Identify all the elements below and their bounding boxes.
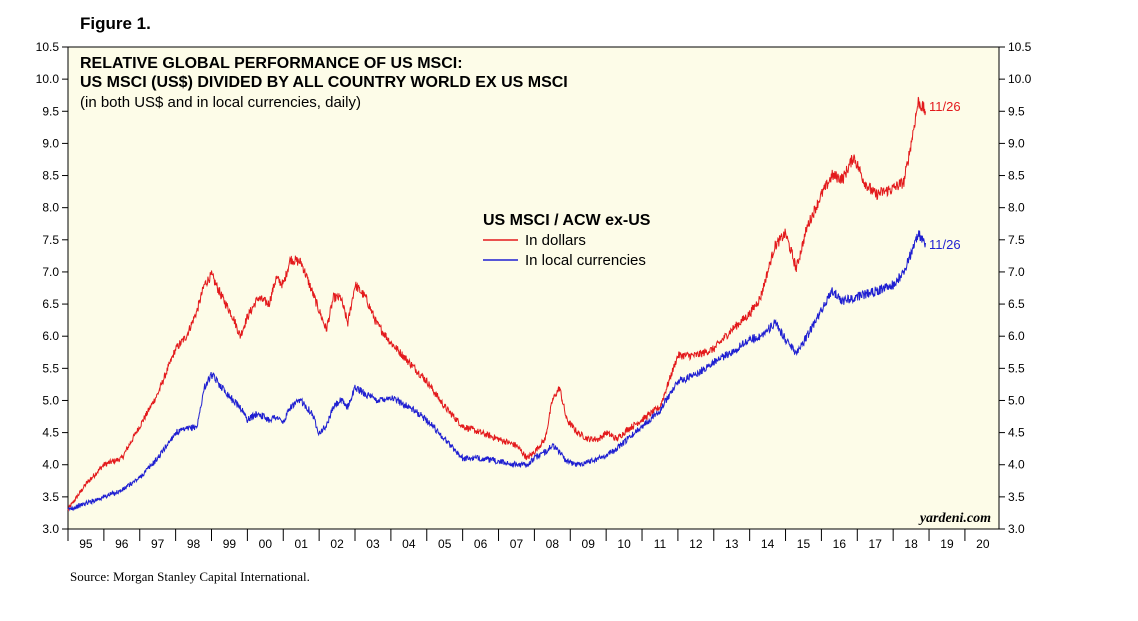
y-tick-label-right: 5.5 <box>1008 361 1025 375</box>
y-tick-label-left: 3.0 <box>42 522 59 536</box>
y-tick-label-right: 8.5 <box>1008 169 1025 183</box>
x-tick-label: 08 <box>546 537 560 551</box>
x-tick-label: 13 <box>725 537 739 551</box>
end-label-local: 11/26 <box>929 237 961 252</box>
x-tick-label: 03 <box>366 537 380 551</box>
y-tick-label-right: 10.5 <box>1008 40 1032 54</box>
y-tick-label-left: 9.0 <box>42 136 59 150</box>
x-tick-label: 95 <box>79 537 93 551</box>
watermark: yardeni.com <box>918 511 991 526</box>
y-tick-label-right: 9.5 <box>1008 104 1025 118</box>
end-label-dollars: 11/26 <box>929 99 961 114</box>
x-tick-label: 16 <box>833 537 847 551</box>
y-tick-label-right: 7.5 <box>1008 233 1025 247</box>
chart-title: RELATIVE GLOBAL PERFORMANCE OF US MSCI: <box>80 55 463 72</box>
y-tick-label-right: 5.0 <box>1008 393 1025 407</box>
y-tick-label-right: 9.0 <box>1008 136 1025 150</box>
y-tick-label-left: 8.5 <box>42 169 59 183</box>
x-tick-label: 07 <box>510 537 524 551</box>
x-tick-label: 04 <box>402 537 416 551</box>
x-tick-label: 01 <box>295 537 309 551</box>
y-tick-label-left: 7.5 <box>42 233 59 247</box>
x-tick-label: 97 <box>151 537 165 551</box>
y-tick-label-right: 3.5 <box>1008 490 1025 504</box>
y-tick-label-left: 6.0 <box>42 329 59 343</box>
y-tick-label-left: 4.5 <box>42 426 59 440</box>
y-tick-label-left: 6.5 <box>42 297 59 311</box>
y-tick-label-right: 4.5 <box>1008 426 1025 440</box>
y-tick-label-left: 10.5 <box>36 40 60 54</box>
figure-label: Figure 1. <box>80 14 151 33</box>
chart-title-line2: US MSCI (US$) DIVIDED BY ALL COUNTRY WOR… <box>80 74 568 91</box>
y-tick-label-left: 7.0 <box>42 265 59 279</box>
y-tick-label-right: 10.0 <box>1008 72 1032 86</box>
x-tick-label: 10 <box>617 537 631 551</box>
x-tick-label: 17 <box>869 537 883 551</box>
x-tick-label: 02 <box>330 537 344 551</box>
x-tick-label: 15 <box>797 537 811 551</box>
series-lines <box>67 96 926 512</box>
y-tick-label-right: 8.0 <box>1008 201 1025 215</box>
series-line-local <box>67 230 926 512</box>
x-tick-label: 19 <box>940 537 954 551</box>
x-tick-label: 05 <box>438 537 452 551</box>
y-tick-label-left: 4.0 <box>42 458 59 472</box>
y-tick-label-right: 4.0 <box>1008 458 1025 472</box>
x-tick-label: 96 <box>115 537 129 551</box>
x-tick-label: 98 <box>187 537 201 551</box>
series-line-dollars <box>67 96 926 512</box>
y-tick-label-left: 9.5 <box>42 104 59 118</box>
x-tick-label: 99 <box>223 537 237 551</box>
x-tick-label: 20 <box>976 537 990 551</box>
plot-area <box>67 46 1000 530</box>
x-tick-label: 14 <box>761 537 775 551</box>
legend-title: US MSCI / ACW ex-US <box>483 212 651 229</box>
chart-subtitle: (in both US$ and in local currencies, da… <box>80 94 361 111</box>
y-tick-label-left: 10.0 <box>36 72 60 86</box>
y-tick-label-left: 5.0 <box>42 393 59 407</box>
legend-label-local: In local currencies <box>525 252 646 269</box>
y-tick-label-right: 6.0 <box>1008 329 1025 343</box>
y-tick-label-right: 3.0 <box>1008 522 1025 536</box>
axis-ticks: 3.0 3.0 3.5 3.5 4.0 4.0 4.5 4.5 5.0 5.0 5.5 5.5 6.0 6… <box>36 40 1032 551</box>
y-tick-label-left: 8.0 <box>42 201 59 215</box>
x-tick-label: 00 <box>259 537 273 551</box>
x-tick-label: 18 <box>904 537 918 551</box>
y-tick-label-right: 6.5 <box>1008 297 1025 311</box>
y-tick-label-left: 3.5 <box>42 490 59 504</box>
legend-label-dollars: In dollars <box>525 232 586 249</box>
x-tick-label: 06 <box>474 537 488 551</box>
x-tick-label: 11 <box>654 537 667 551</box>
y-tick-label-left: 5.5 <box>42 361 59 375</box>
x-tick-label: 12 <box>689 537 703 551</box>
chart: 3.0 3.0 3.5 3.5 4.0 4.0 4.5 4.5 5.0 5.0 5.5 5.5 6.0 6… <box>36 40 1032 551</box>
x-tick-label: 09 <box>582 537 596 551</box>
y-tick-label-right: 7.0 <box>1008 265 1025 279</box>
source-note: Source: Morgan Stanley Capital Internati… <box>70 569 310 584</box>
